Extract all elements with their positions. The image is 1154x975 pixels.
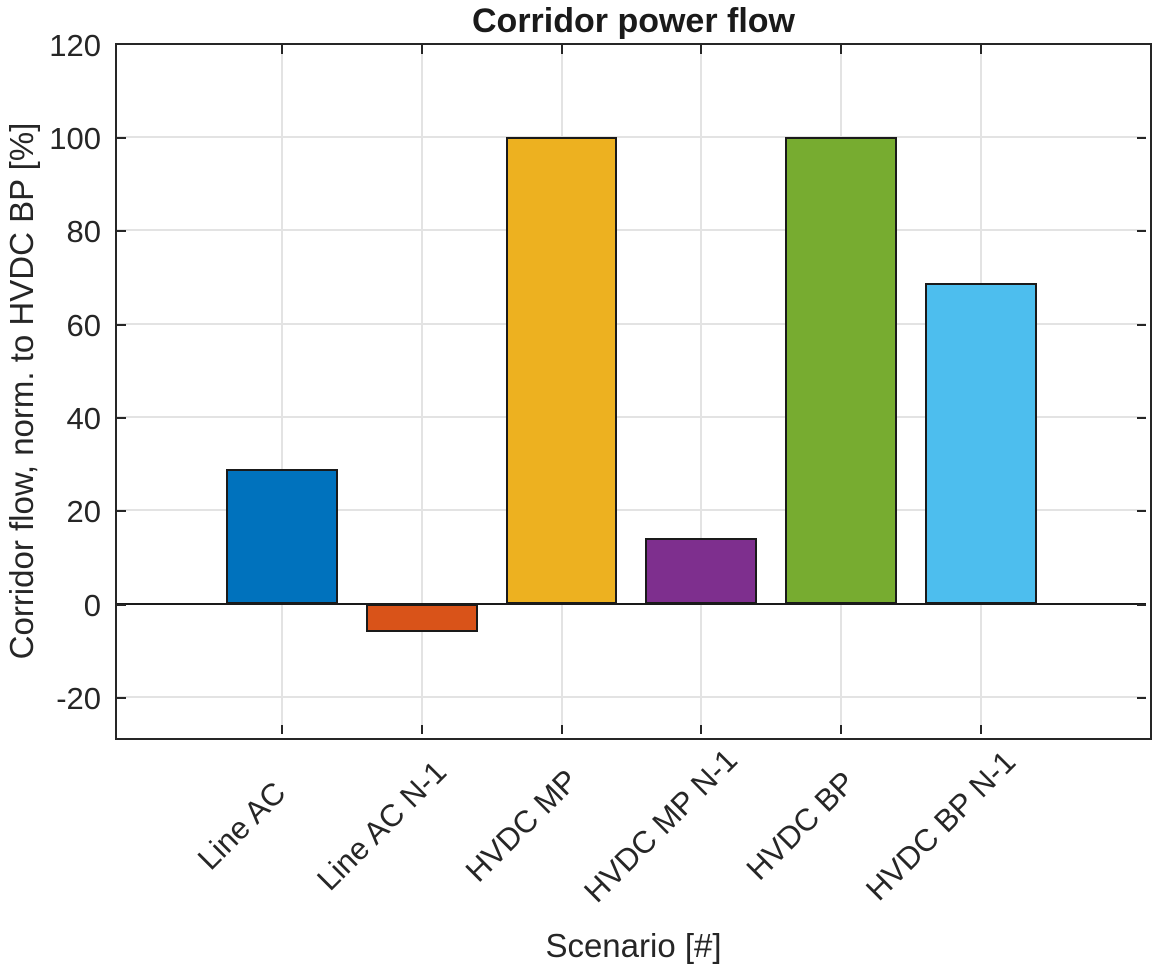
y-tick-label: 60 (66, 307, 101, 343)
y-tick-mark (1137, 696, 1146, 699)
x-tick-label: HVDC BP (740, 764, 863, 887)
y-tick-mark (1137, 603, 1146, 606)
x-tick-mark (840, 45, 843, 54)
bar-hvdc-mp (505, 137, 618, 604)
y-tick-mark (1137, 137, 1146, 140)
x-tick-mark (980, 725, 983, 734)
x-tick-label: Line AC (190, 774, 292, 877)
y-tick-mark (1137, 510, 1146, 513)
x-tick-mark (980, 45, 983, 54)
vertical-gridline (280, 45, 283, 734)
y-tick-label: 40 (66, 401, 101, 436)
x-tick-label: HVDC BP N-1 (859, 744, 1023, 908)
horizontal-gridline (117, 322, 1146, 325)
y-tick-mark (117, 696, 126, 699)
y-tick-label: 100 (49, 121, 101, 157)
y-tick-mark (117, 137, 126, 140)
y-tick-mark (1137, 417, 1146, 419)
x-tick-mark (560, 725, 563, 734)
y-tick-mark (117, 603, 126, 606)
x-tick-mark (700, 725, 703, 734)
y-axis-label: Corridor flow, norm. to HVDC BP [%] (3, 122, 40, 660)
bar-line-ac-n-1 (365, 603, 478, 632)
x-tick-mark (280, 725, 283, 734)
y-tick-mark (117, 510, 126, 513)
x-tick-mark (420, 45, 423, 54)
x-tick-mark (420, 725, 423, 734)
horizontal-gridline (117, 416, 1146, 418)
horizontal-gridline (117, 695, 1146, 698)
x-tick-mark (700, 45, 703, 54)
horizontal-gridline (117, 509, 1146, 512)
x-tick-label: Line AC N-1 (309, 754, 453, 898)
x-tick-mark (280, 45, 283, 54)
y-tick-label: 80 (66, 214, 101, 250)
x-axis-label: Scenario [#] (545, 927, 722, 964)
bar-line-ac (225, 468, 338, 604)
x-tick-label: HVDC MP (458, 762, 585, 889)
bar-hvdc-bp (785, 137, 898, 604)
plot-area (115, 43, 1152, 740)
y-tick-label: 0 (83, 587, 101, 623)
bar-hvdc-bp-n-1 (925, 282, 1038, 604)
y-tick-label: -20 (56, 680, 101, 716)
x-tick-mark (560, 45, 563, 54)
y-tick-mark (117, 323, 126, 326)
chart-title: Corridor power flow (472, 2, 795, 40)
zero-baseline (117, 602, 1146, 605)
x-tick-label: HVDC MP N-1 (577, 742, 745, 910)
vertical-gridline (700, 45, 703, 734)
y-tick-label: 20 (66, 494, 101, 530)
y-tick-mark (1137, 230, 1146, 233)
y-tick-label: 120 (49, 27, 101, 63)
y-tick-mark (117, 230, 126, 233)
y-tick-mark (1137, 323, 1146, 326)
y-tick-mark (117, 417, 126, 419)
horizontal-gridline (117, 136, 1146, 139)
x-tick-mark (840, 725, 843, 734)
bar-hvdc-mp-n-1 (645, 537, 758, 604)
horizontal-gridline (117, 229, 1146, 232)
vertical-gridline (420, 45, 423, 734)
